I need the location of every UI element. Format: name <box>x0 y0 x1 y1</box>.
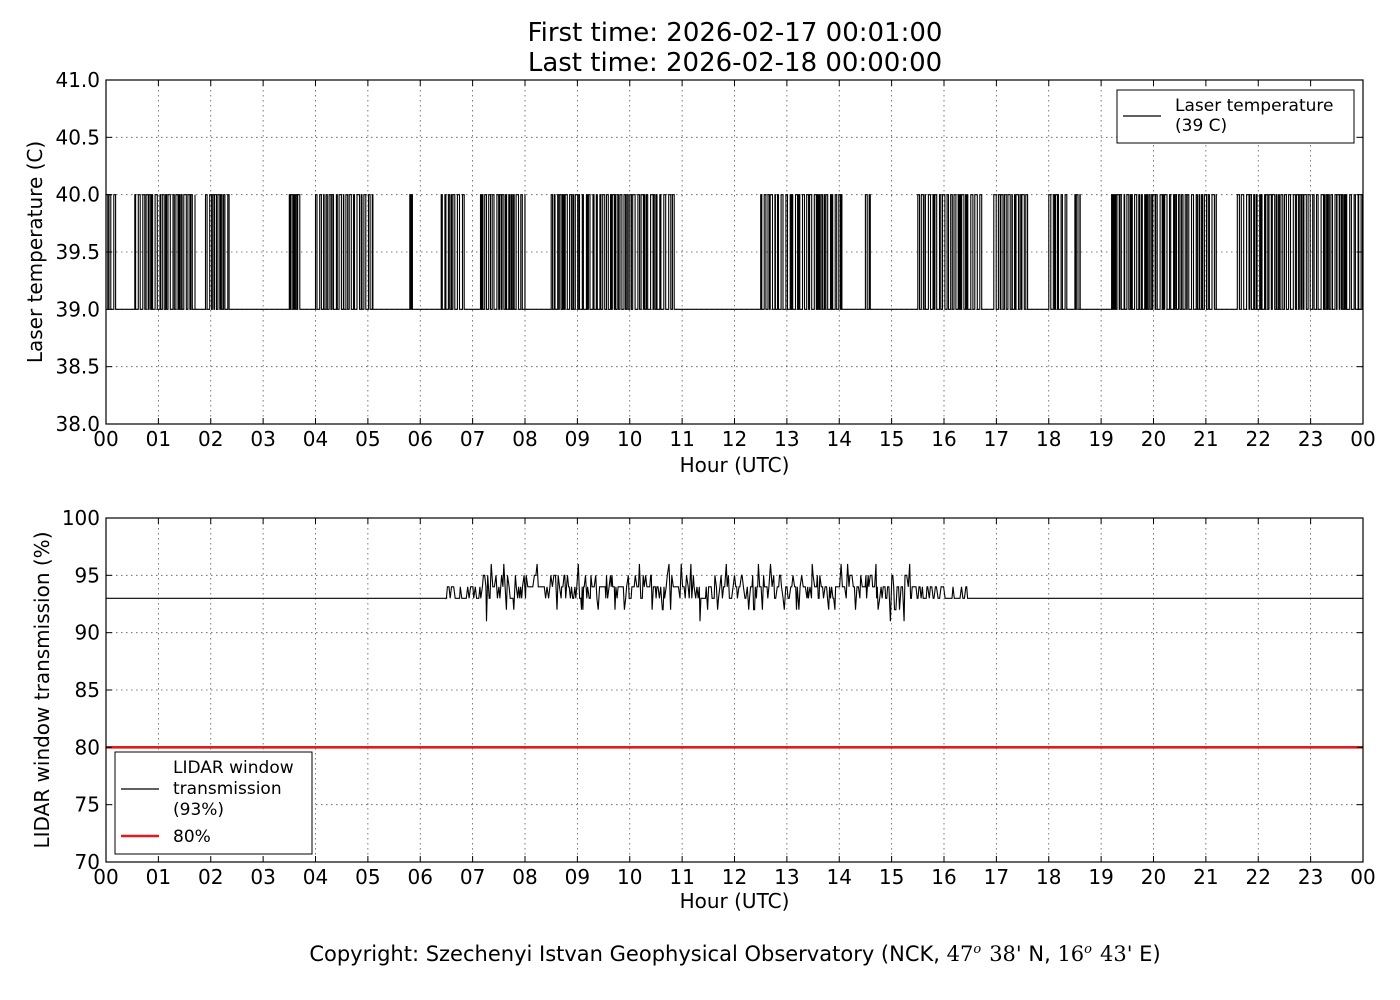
x-tick-label: 16 <box>931 427 956 451</box>
x-tick-label: 20 <box>1141 865 1166 889</box>
x-tick-label: 22 <box>1246 865 1271 889</box>
y-tick-label: 39.5 <box>55 240 100 264</box>
laser-temperature-plot: 00 01 02 03 04 05 06 07 08 09 10 11 12 13 14 15 16 17 18 19… <box>23 68 1376 477</box>
x-tick-label: 03 <box>250 865 275 889</box>
x-tick-label: 07 <box>460 865 485 889</box>
x-tick-label: 14 <box>827 865 852 889</box>
x-tick-label: 03 <box>250 427 275 451</box>
laser-temperature-series-line <box>105 194 1364 310</box>
x-tick-label: 15 <box>879 865 904 889</box>
latitude-degrees: 47 <box>946 942 974 966</box>
y-tick-label: 85 <box>75 678 100 702</box>
x-tick-label: 21 <box>1193 427 1218 451</box>
x-tick-label: 22 <box>1246 427 1271 451</box>
y-tick-label: 70 <box>75 850 100 874</box>
x-tick-label: 01 <box>146 427 171 451</box>
x-tick-label: 06 <box>408 865 433 889</box>
lidar-transmission-series-line <box>106 563 1363 622</box>
y-tick-label: 38.0 <box>55 412 100 436</box>
copyright-notice: Copyright: Szechenyi Istvan Geophysical … <box>0 937 1400 967</box>
x-tick-label: 17 <box>984 427 1009 451</box>
x-tick-label: 07 <box>460 427 485 451</box>
lidar-transmission-ticks: 00 01 02 03 04 05 06 07 08 09 10 11 12 13 14 15 16 17 18 19… <box>62 506 1376 889</box>
y-tick-label: 95 <box>75 563 100 587</box>
x-tick-label: 13 <box>774 427 799 451</box>
x-tick-label: 11 <box>669 865 694 889</box>
y-tick-label: 40.0 <box>55 183 100 207</box>
lidar-transmission-x-axis-title: Hour (UTC) <box>680 889 790 913</box>
x-tick-label: 17 <box>984 865 1009 889</box>
x-tick-label: 04 <box>303 865 328 889</box>
x-tick-label: 01 <box>146 865 171 889</box>
x-tick-label: 14 <box>827 427 852 451</box>
laser-temperature-y-axis-title: Laser temperature (C) <box>23 141 47 363</box>
longitude-degree-symbol: o <box>1084 942 1092 957</box>
chart-title-last-time: Last time: 2026-02-18 00:00:00 <box>527 48 943 78</box>
x-tick-label: 00 <box>93 865 118 889</box>
x-tick-label: 00 <box>1350 865 1375 889</box>
longitude-degrees: 16 <box>1057 942 1085 966</box>
lidar-transmission-plot: 00 01 02 03 04 05 06 07 08 09 10 11 12 13 14 15 16 17 18 19… <box>30 506 1376 913</box>
y-tick-label: 39.0 <box>55 297 100 321</box>
x-tick-label: 09 <box>565 427 590 451</box>
x-tick-label: 12 <box>722 427 747 451</box>
laser-temperature-ticks: 00 01 02 03 04 05 06 07 08 09 10 11 12 13 14 15 16 17 18 19… <box>55 68 1375 451</box>
longitude-minutes: 43' <box>1100 942 1133 966</box>
x-tick-label: 23 <box>1298 427 1323 451</box>
x-tick-label: 04 <box>303 427 328 451</box>
x-tick-label: 11 <box>669 427 694 451</box>
x-tick-label: 10 <box>617 427 642 451</box>
x-tick-label: 19 <box>1088 865 1113 889</box>
x-tick-label: 18 <box>1036 427 1061 451</box>
lidar-transmission-legend: LIDAR window transmission (93%) 80% <box>114 751 313 855</box>
y-tick-label: 100 <box>62 506 100 530</box>
x-tick-label: 09 <box>565 865 590 889</box>
x-tick-label: 23 <box>1298 865 1323 889</box>
x-tick-label: 06 <box>408 427 433 451</box>
threshold-legend-label: 80% <box>173 827 211 847</box>
x-tick-label: 19 <box>1088 427 1113 451</box>
latitude-minutes: 38' <box>989 942 1022 966</box>
chart-title-first-time: First time: 2026-02-17 00:01:00 <box>527 18 943 48</box>
y-tick-label: 90 <box>75 621 100 645</box>
x-tick-label: 02 <box>198 865 223 889</box>
longitude-hemisphere: E) <box>1132 942 1161 966</box>
lidar-transmission-legend-label-line2: transmission <box>173 779 282 799</box>
y-tick-label: 41.0 <box>55 68 100 92</box>
x-tick-label: 00 <box>1350 427 1375 451</box>
y-tick-label: 80 <box>75 735 100 759</box>
x-tick-label: 21 <box>1193 865 1218 889</box>
latitude-hemisphere: N, <box>1021 942 1058 966</box>
laser-temperature-legend-label: Laser temperature <box>1175 96 1333 116</box>
lidar-transmission-legend-value: (93%) <box>173 800 224 820</box>
y-tick-label: 75 <box>75 793 100 817</box>
copyright-text: Copyright: Szechenyi Istvan Geophysical … <box>309 942 947 966</box>
lidar-transmission-y-axis-title: LIDAR window transmission (%) <box>30 532 54 849</box>
x-tick-label: 05 <box>355 865 380 889</box>
x-tick-label: 05 <box>355 427 380 451</box>
x-tick-label: 18 <box>1036 865 1061 889</box>
x-tick-label: 00 <box>93 427 118 451</box>
laser-temperature-legend-value: (39 C) <box>1175 116 1227 136</box>
x-tick-label: 02 <box>198 427 223 451</box>
x-tick-label: 08 <box>512 427 537 451</box>
lidar-transmission-legend-label-line1: LIDAR window <box>173 758 294 778</box>
x-tick-label: 15 <box>879 427 904 451</box>
x-tick-label: 10 <box>617 865 642 889</box>
y-tick-label: 38.5 <box>55 355 100 379</box>
x-tick-label: 12 <box>722 865 747 889</box>
x-tick-label: 16 <box>931 865 956 889</box>
x-tick-label: 08 <box>512 865 537 889</box>
laser-temperature-legend: Laser temperature (39 C) <box>1116 89 1355 144</box>
laser-temperature-x-axis-title: Hour (UTC) <box>680 453 790 477</box>
x-tick-label: 13 <box>774 865 799 889</box>
x-tick-label: 20 <box>1141 427 1166 451</box>
y-tick-label: 40.5 <box>55 125 100 149</box>
latitude-degree-symbol: o <box>973 942 982 957</box>
